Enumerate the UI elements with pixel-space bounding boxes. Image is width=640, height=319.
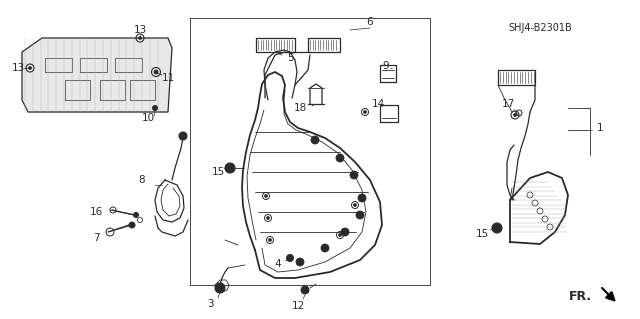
Circle shape — [287, 255, 294, 262]
Circle shape — [321, 244, 329, 252]
Text: 8: 8 — [139, 175, 145, 185]
Circle shape — [29, 66, 31, 70]
Circle shape — [356, 211, 364, 219]
Text: 7: 7 — [93, 233, 99, 243]
Text: 4: 4 — [275, 259, 282, 269]
Text: 15: 15 — [476, 229, 488, 239]
Circle shape — [341, 228, 349, 236]
Text: 12: 12 — [291, 301, 305, 311]
Circle shape — [303, 288, 307, 292]
Text: 13: 13 — [133, 25, 147, 35]
Text: 14: 14 — [371, 99, 385, 109]
Text: 6: 6 — [367, 17, 373, 27]
Circle shape — [336, 154, 344, 162]
Text: 3: 3 — [207, 299, 213, 309]
Text: 15: 15 — [211, 167, 225, 177]
Text: 11: 11 — [161, 73, 175, 83]
Circle shape — [364, 110, 367, 114]
Circle shape — [269, 239, 271, 241]
Circle shape — [264, 195, 268, 197]
Circle shape — [301, 286, 309, 294]
Text: 10: 10 — [141, 113, 155, 123]
Polygon shape — [22, 38, 172, 112]
Text: 13: 13 — [12, 63, 24, 73]
Text: 17: 17 — [501, 99, 515, 109]
Text: FR.: FR. — [568, 290, 591, 302]
Circle shape — [353, 204, 356, 206]
Text: 16: 16 — [90, 207, 102, 217]
Text: 1: 1 — [596, 123, 604, 133]
Text: 9: 9 — [383, 61, 389, 71]
Circle shape — [492, 223, 502, 233]
Circle shape — [129, 222, 135, 228]
Circle shape — [134, 212, 138, 218]
Circle shape — [152, 106, 157, 110]
Circle shape — [138, 36, 141, 40]
Circle shape — [225, 163, 235, 173]
Circle shape — [339, 234, 342, 236]
Circle shape — [311, 136, 319, 144]
Circle shape — [296, 258, 304, 266]
Circle shape — [358, 194, 366, 202]
Circle shape — [513, 114, 516, 116]
Text: SHJ4-B2301B: SHJ4-B2301B — [508, 23, 572, 33]
Circle shape — [154, 70, 158, 74]
Text: 5: 5 — [287, 53, 293, 63]
Circle shape — [215, 283, 225, 293]
Text: 18: 18 — [293, 103, 307, 113]
Circle shape — [179, 132, 187, 140]
Circle shape — [266, 217, 269, 219]
Circle shape — [350, 171, 358, 179]
